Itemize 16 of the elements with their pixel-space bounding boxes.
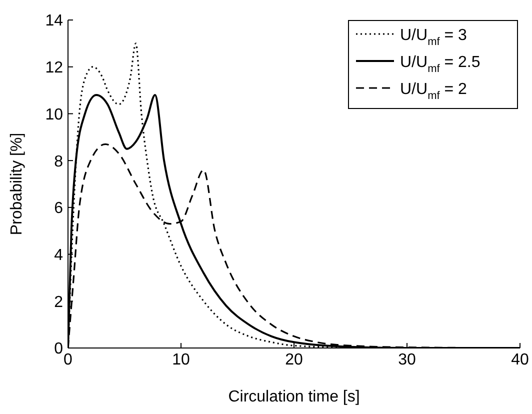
legend-label: U/U$_{mf}$ = 2.5 <box>400 54 480 75</box>
x-tick-label: 10 <box>172 351 190 368</box>
y-tick-label: 6 <box>54 200 64 218</box>
y-tick-label: 2 <box>54 294 64 311</box>
y-tick-label: 14 <box>45 12 64 30</box>
y-tick-label: 4 <box>54 246 64 264</box>
y-axis-title: Probability [%] <box>8 132 26 236</box>
x-tick-label: 20 <box>285 351 303 368</box>
x-tick-label: 40 <box>511 351 529 368</box>
y-tick-label: 8 <box>54 153 64 170</box>
y-tick-label: 10 <box>45 106 64 124</box>
legend-label: U/U$_{mf}$ = 3 <box>400 27 468 48</box>
legend-label: U/U$_{mf}$ = 2 <box>400 81 468 102</box>
x-tick-label: 30 <box>398 351 416 368</box>
x-axis-title: Circulation time [s] <box>228 388 360 406</box>
y-tick-label: 12 <box>45 60 64 77</box>
